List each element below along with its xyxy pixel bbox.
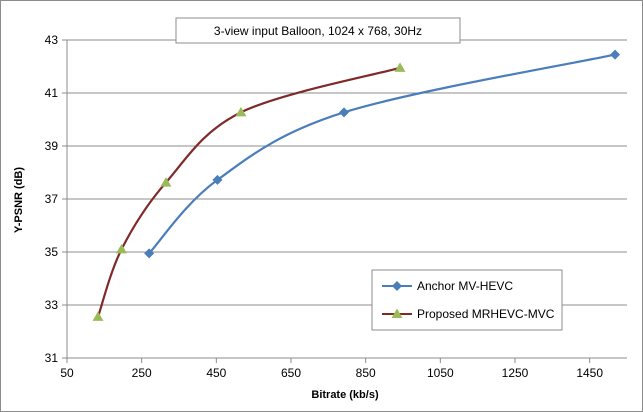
data-point-anchor <box>212 174 223 185</box>
annotation-frame <box>175 17 461 44</box>
x-tick-label: 850 <box>356 366 376 380</box>
data-point-anchor <box>610 49 621 60</box>
data-point-proposed <box>235 106 247 117</box>
legend-item-anchor: Anchor MV-HEVC <box>382 279 513 293</box>
annotation-box: 3-view input Balloon, 1024 x 768, 30Hz <box>175 17 461 44</box>
legend-label-anchor: Anchor MV-HEVC <box>417 279 513 293</box>
y-tick-label: 41 <box>45 86 59 100</box>
series-anchor <box>144 49 621 259</box>
x-tick-label: 50 <box>60 366 74 380</box>
legend-frame <box>371 269 563 331</box>
series-layer <box>92 49 621 321</box>
legend-label-proposed: Proposed MRHEVC-MVC <box>417 307 555 321</box>
legend: Anchor MV-HEVC Proposed MRHEVC-MVC <box>371 269 563 331</box>
x-tick-label: 250 <box>132 366 152 380</box>
legend-marker-proposed <box>391 308 403 318</box>
data-point-proposed <box>92 311 104 321</box>
data-point-anchor <box>339 107 350 118</box>
y-tick-label: 31 <box>45 351 59 365</box>
chart-annotation: 3-view input Balloon, 1024 x 768, 30Hz <box>214 24 422 38</box>
axis-layer: 31 33 35 37 39 41 43 50 250 450 650 850 1050 1250 1450 <box>45 33 627 380</box>
x-tick-label: 1250 <box>502 366 529 380</box>
x-tick-label: 650 <box>281 366 301 380</box>
data-point-proposed <box>160 177 172 187</box>
y-axis-title: Y-PSNR (dB) <box>13 167 25 233</box>
legend-marker-anchor <box>392 281 402 291</box>
series-line-anchor <box>148 53 616 255</box>
series-line-proposed <box>96 66 401 318</box>
y-tick-label: 43 <box>45 33 59 47</box>
data-point-anchor <box>144 248 155 259</box>
data-point-proposed <box>394 62 406 72</box>
y-tick-label: 35 <box>45 245 59 259</box>
y-tick-label: 37 <box>45 192 59 206</box>
y-tick-label: 33 <box>45 298 59 312</box>
data-point-proposed <box>116 243 128 254</box>
x-axis-title: Bitrate (kb/s) <box>311 389 379 401</box>
y-tick-label: 39 <box>45 139 59 153</box>
x-tick-label: 1050 <box>427 366 454 380</box>
x-tick-label: 1450 <box>576 366 603 380</box>
series-proposed <box>92 62 406 321</box>
legend-item-proposed: Proposed MRHEVC-MVC <box>382 307 555 321</box>
x-tick-label: 450 <box>206 366 226 380</box>
